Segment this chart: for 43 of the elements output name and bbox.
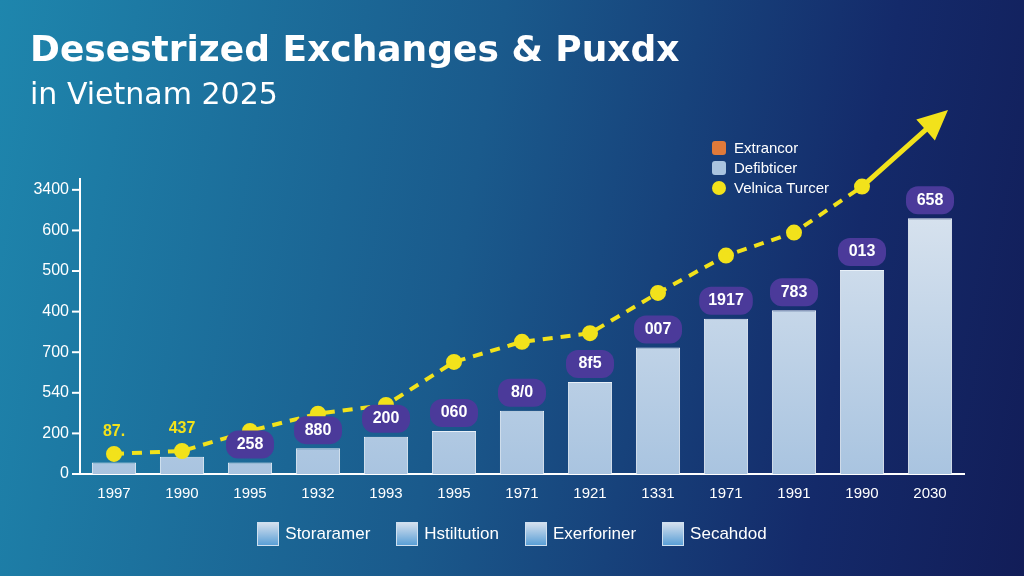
annotation: 87.: [102, 422, 126, 440]
x-tick-label: 1991: [777, 484, 811, 502]
text: 400: [42, 302, 70, 320]
annotation: 007: [644, 319, 672, 337]
chart-subtitle: in Vietnam 2025: [30, 76, 278, 111]
x-tick-label: 2030: [913, 484, 947, 502]
text: Exerforiner: [552, 524, 637, 544]
annotation: 013: [848, 242, 876, 260]
text: Secahdod: [690, 524, 767, 544]
chart-title: Desestrized Exchanges & Puxdx: [30, 28, 680, 69]
x-tick-label: 1331: [641, 484, 675, 502]
legend-label: Extrancor: [734, 138, 799, 158]
annotation: 258: [236, 434, 264, 452]
legend-label: Defibticer: [734, 158, 798, 178]
x-tick-label: 1990: [165, 484, 199, 502]
x-tick-label: 1971: [505, 484, 539, 502]
text: 500: [42, 261, 70, 279]
annotation: 437: [168, 419, 196, 437]
x-tick-label: 1921: [573, 484, 607, 502]
annotation: 060: [440, 403, 468, 421]
text: 700: [42, 342, 70, 360]
annotation: 658: [916, 190, 944, 208]
text: Storaramer: [285, 524, 371, 544]
annotation: 8/0: [510, 383, 534, 401]
x-tick-label: 1997: [97, 484, 131, 502]
x-tick-label: 1971: [709, 484, 743, 502]
annotation: 880: [304, 420, 332, 438]
x-tick-label: 1993: [369, 484, 403, 502]
x-tick-label: 1995: [437, 484, 471, 502]
text: 200: [42, 423, 70, 441]
text: 600: [42, 220, 70, 238]
annotation: 1917: [708, 291, 744, 309]
x-tick-label: 1995: [233, 484, 267, 502]
text: Hstiltution: [424, 524, 499, 544]
legend-label: Velnica Turcer: [734, 178, 830, 198]
text: 0: [60, 464, 70, 482]
x-tick-label: 1932: [301, 484, 335, 502]
annotation: 200: [372, 409, 400, 427]
x-tick-label: 1990: [845, 484, 879, 502]
text: 3400: [33, 180, 70, 198]
annotation: 783: [780, 282, 808, 300]
annotation: 8f5: [578, 354, 602, 372]
text: 540: [42, 383, 70, 401]
